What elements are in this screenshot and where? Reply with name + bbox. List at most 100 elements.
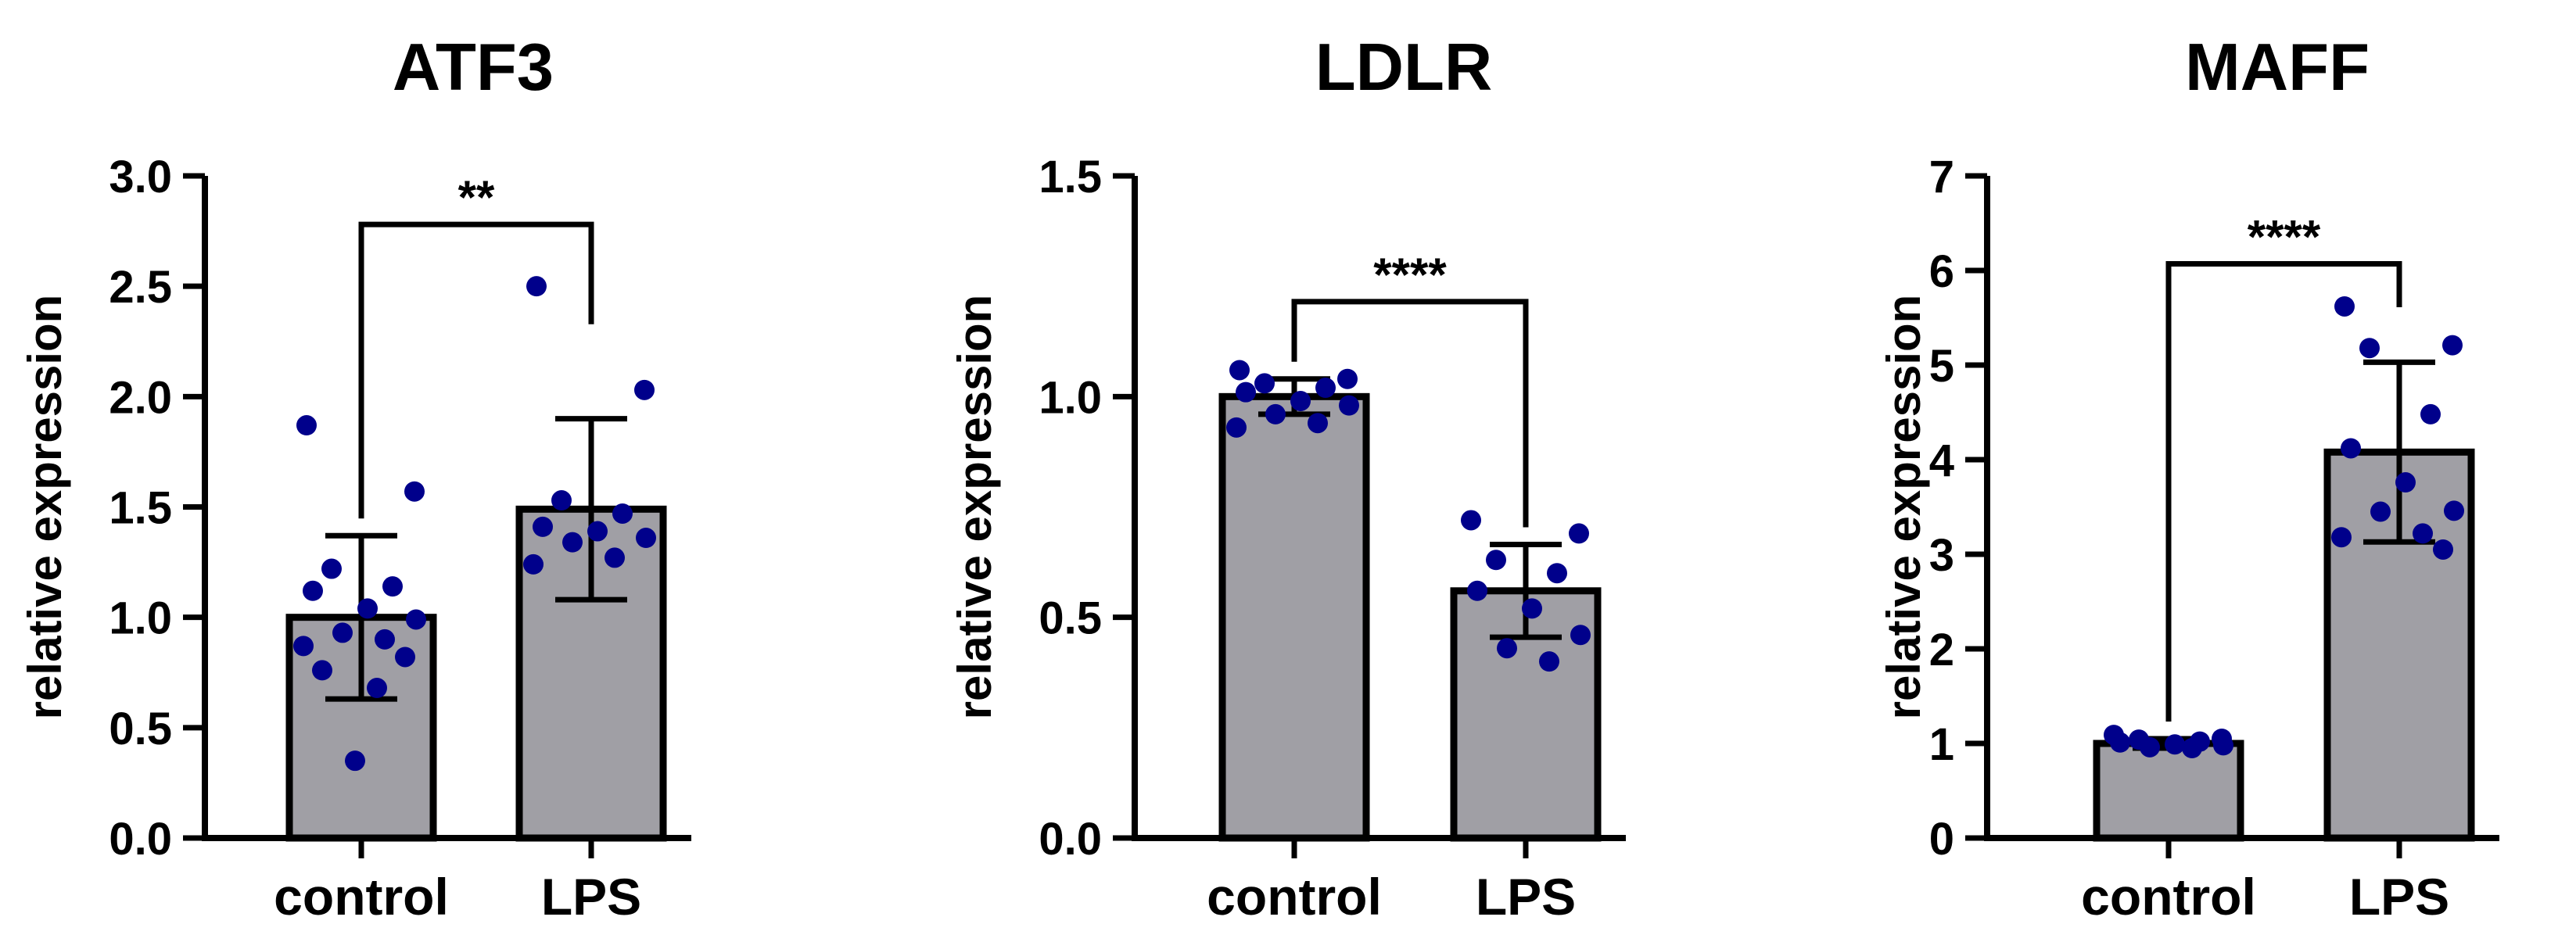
bracket-line	[2165, 261, 2402, 722]
data-point	[2334, 295, 2355, 317]
data-point	[1229, 360, 1250, 381]
data-point	[1461, 510, 1481, 531]
data-point	[296, 415, 317, 436]
data-point	[303, 580, 323, 601]
y-tick-label: 0.0	[1039, 814, 1102, 865]
data-point	[612, 503, 633, 524]
bar-control	[2093, 740, 2244, 842]
data-point	[1254, 373, 1275, 394]
bar-control	[1218, 392, 1370, 842]
y-tick-label: 7	[1929, 152, 1954, 202]
data-point	[1522, 598, 1542, 619]
data-point	[2444, 500, 2464, 521]
data-point	[2182, 738, 2202, 759]
y-tick-label: 0.5	[109, 704, 172, 754]
data-point	[2359, 338, 2380, 359]
x-tick-label-control: control	[274, 868, 449, 926]
significance-bracket	[2165, 261, 2402, 722]
chart-panel-atf3: ATF3 relative expression control LPS 0.0…	[19, 30, 691, 926]
y-tick-label: 2.0	[109, 372, 172, 423]
bracket-line	[358, 221, 594, 519]
y-tick-label: 0.5	[1039, 593, 1102, 644]
data-point	[2442, 335, 2463, 356]
data-point	[345, 750, 365, 772]
data-point	[1497, 638, 1517, 659]
data-point	[523, 553, 544, 575]
data-point	[332, 622, 353, 643]
data-point	[2140, 736, 2160, 758]
data-point	[2341, 438, 2361, 459]
significance-bracket	[358, 221, 594, 519]
data-point	[562, 532, 583, 553]
x-tick-label-lps: LPS	[541, 868, 641, 926]
data-point	[1226, 417, 1247, 438]
bracket-line	[1291, 299, 1529, 528]
y-tick-label: 2.5	[109, 262, 172, 313]
data-point	[1339, 395, 1359, 416]
data-point	[1539, 651, 1559, 672]
error-bar	[325, 532, 397, 702]
data-point	[1337, 368, 1358, 389]
data-point	[2413, 523, 2433, 544]
y-axis: 0.0 0.5 1.0 1.5	[1039, 152, 1626, 865]
data-point	[551, 490, 572, 511]
data-point	[526, 276, 547, 297]
data-point	[1265, 403, 1286, 424]
error-bar	[1490, 541, 1562, 640]
y-tick-label: 3	[1929, 530, 1954, 581]
data-point	[2395, 472, 2416, 493]
data-point	[1308, 413, 1328, 434]
chart-panel-ldlr: LDLR relative expression control LPS 0.0…	[949, 30, 1626, 926]
y-tick-label: 1	[1929, 719, 1954, 770]
data-point	[375, 629, 395, 650]
chart-title: ATF3	[393, 30, 554, 105]
y-tick-label: 2	[1929, 625, 1954, 675]
data-point	[2110, 732, 2130, 753]
data-point	[2165, 734, 2185, 755]
data-point	[1467, 580, 1487, 601]
chart-title: LDLR	[1315, 30, 1493, 105]
data-point	[634, 379, 655, 400]
data-point	[357, 598, 378, 619]
y-tick-label: 0.0	[109, 814, 172, 865]
y-tick-label: 1.5	[1039, 152, 1102, 202]
data-point	[406, 609, 426, 630]
y-axis: 0.0 0.5 1.0 1.5 2.0 2.5 3.0	[109, 152, 691, 865]
chart-title: MAFF	[2185, 30, 2370, 105]
significance-label: **	[458, 171, 495, 224]
x-tick-label-control: control	[2081, 868, 2256, 926]
x-tick-label-lps: LPS	[1476, 868, 1576, 926]
data-point	[1290, 390, 1311, 411]
y-axis-label: relative expression	[19, 295, 71, 720]
data-point	[1569, 523, 1589, 544]
data-point	[293, 636, 314, 657]
data-point	[2433, 539, 2453, 560]
data-point	[2331, 527, 2352, 548]
data-point	[404, 481, 425, 502]
data-point	[2420, 403, 2441, 424]
data-point	[395, 647, 415, 668]
y-tick-label: 3.0	[109, 152, 172, 202]
data-point	[2370, 501, 2391, 522]
data-point	[1486, 550, 1506, 571]
data-point	[1236, 381, 1256, 403]
significance-label: ****	[1373, 249, 1447, 301]
y-tick-label: 4	[1929, 435, 1954, 486]
data-point	[321, 558, 342, 579]
y-tick-label: 1.0	[1039, 372, 1102, 423]
data-point	[2213, 735, 2233, 756]
data-point	[605, 547, 625, 568]
data-point	[1315, 378, 1336, 399]
data-point	[533, 516, 553, 537]
data-point	[636, 528, 656, 549]
data-point	[587, 521, 608, 542]
y-tick-label: 6	[1929, 246, 1954, 297]
data-point	[382, 576, 403, 597]
significance-bracket	[1291, 299, 1529, 528]
x-tick-label-lps: LPS	[2349, 868, 2449, 926]
y-axis-label: relative expression	[949, 295, 1001, 720]
y-tick-label: 0	[1929, 814, 1954, 865]
data-point	[1570, 625, 1591, 646]
data-point	[367, 678, 387, 699]
